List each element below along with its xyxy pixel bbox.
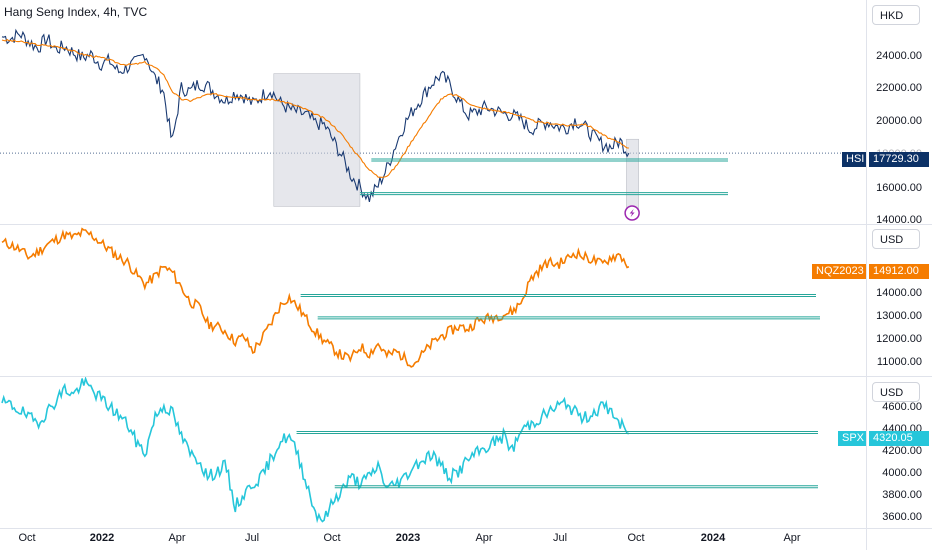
symbol-tag-hsi: HSI	[842, 152, 866, 167]
price-label: 24000.00	[876, 50, 922, 62]
price-label: 13000.00	[876, 310, 922, 322]
hsi-moving-average	[1, 38, 629, 178]
time-label: Jul	[244, 532, 260, 544]
symbol-tag-nq: NQZ2023	[812, 264, 866, 279]
pane-divider[interactable]	[0, 376, 932, 377]
chart-title: Hang Seng Index, 4h, TVC	[4, 5, 148, 19]
last-price-tag-hsi: 17729.30	[869, 152, 929, 167]
time-label: Oct	[627, 532, 645, 544]
last-price-tag-nq: 14912.00	[869, 264, 929, 279]
currency-button-spx[interactable]: USD	[872, 382, 920, 402]
last-price-tag-spx: 4320.05	[869, 431, 929, 446]
currency-button-hsi[interactable]: HKD	[872, 5, 920, 25]
price-label: 11000.00	[876, 356, 922, 368]
time-label: Apr	[475, 532, 493, 544]
symbol-tag-spx: SPX	[838, 431, 866, 446]
price-label: 14000.00	[876, 214, 922, 226]
time-label: Apr	[168, 532, 186, 544]
time-label: Oct	[323, 532, 341, 544]
price-label: 22000.00	[876, 82, 922, 94]
price-label: 12000.00	[876, 333, 922, 345]
pane-divider[interactable]	[0, 224, 932, 225]
time-axis-divider	[0, 528, 932, 529]
lightning-bolt	[629, 209, 635, 217]
time-label: 2023	[395, 532, 421, 544]
price-label: 3600.00	[882, 511, 922, 523]
time-label: 2022	[89, 532, 115, 544]
price-label: 14000.00	[876, 287, 922, 299]
price-label: 4000.00	[882, 467, 922, 479]
price-label: 4600.00	[882, 401, 922, 413]
time-label: Oct	[18, 532, 36, 544]
price-label: 16000.00	[876, 182, 922, 194]
time-label: Apr	[783, 532, 801, 544]
price-label: 4200.00	[882, 445, 922, 457]
highlight-box	[273, 73, 361, 207]
nq-price-series	[1, 227, 630, 368]
time-label: Jul	[552, 532, 568, 544]
price-label: 3800.00	[882, 489, 922, 501]
highlight-box	[626, 138, 639, 214]
price-label: 20000.00	[876, 115, 922, 127]
price-axis-divider	[866, 0, 867, 550]
currency-button-nq[interactable]: USD	[872, 229, 920, 249]
time-label: 2024	[700, 532, 726, 544]
spx-price-series	[1, 376, 630, 524]
